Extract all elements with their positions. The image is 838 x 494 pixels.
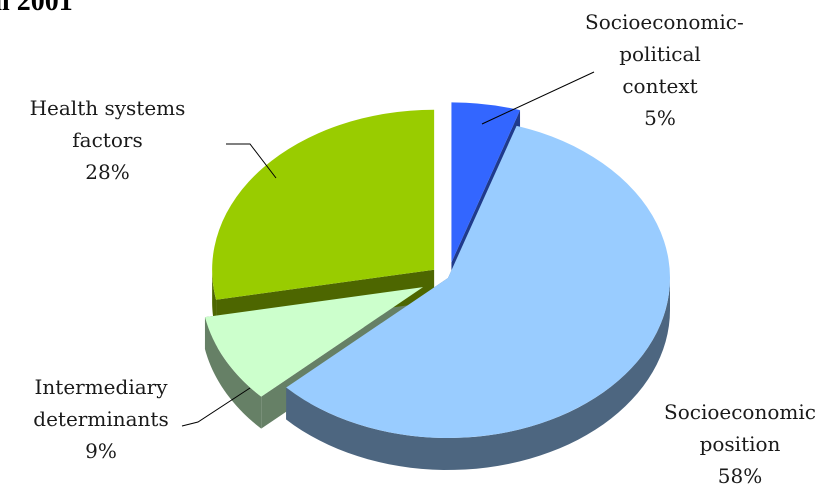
label-line: factors <box>72 128 143 152</box>
label-line: Socioeconomic- <box>585 10 744 34</box>
label-percent: 58% <box>717 464 763 488</box>
label-line: Intermediary <box>34 375 168 399</box>
label-intermediary-determinants: Intermediary determinants 9% <box>6 371 196 467</box>
leader-socioeconomic-political-context <box>481 71 595 125</box>
label-percent: 28% <box>85 160 130 184</box>
label-line: context <box>622 74 698 98</box>
label-socioeconomic-position: Socioeconomic position 58% <box>645 396 835 492</box>
label-percent: 9% <box>85 439 117 463</box>
label-line: position <box>699 432 781 456</box>
leader-health-systems-factors <box>226 143 277 179</box>
pie-slice-socioeconomic-political-context <box>451 102 521 263</box>
label-line: political <box>619 42 701 66</box>
pie-slice-side-socioeconomic-position <box>286 278 670 470</box>
label-percent: 5% <box>644 106 676 130</box>
label-line: determinants <box>33 407 169 431</box>
label-line: Health systems <box>29 96 186 120</box>
pie-slice-socioeconomic-position <box>286 125 671 438</box>
pie-slice-intermediary-determinants <box>204 287 424 397</box>
pie-slice-side-intermediary-determinants <box>204 317 262 429</box>
label-line: Socioeconomic <box>664 400 816 424</box>
label-socioeconomic-political-context: Socioeconomic- political context 5% <box>585 6 744 134</box>
label-health-systems-factors: Health systems factors 28% <box>20 92 195 188</box>
pie-slice-health-systems-factors <box>212 109 435 300</box>
chart-title: al 2001 <box>0 0 73 17</box>
leader-intermediary-determinants <box>181 387 251 427</box>
